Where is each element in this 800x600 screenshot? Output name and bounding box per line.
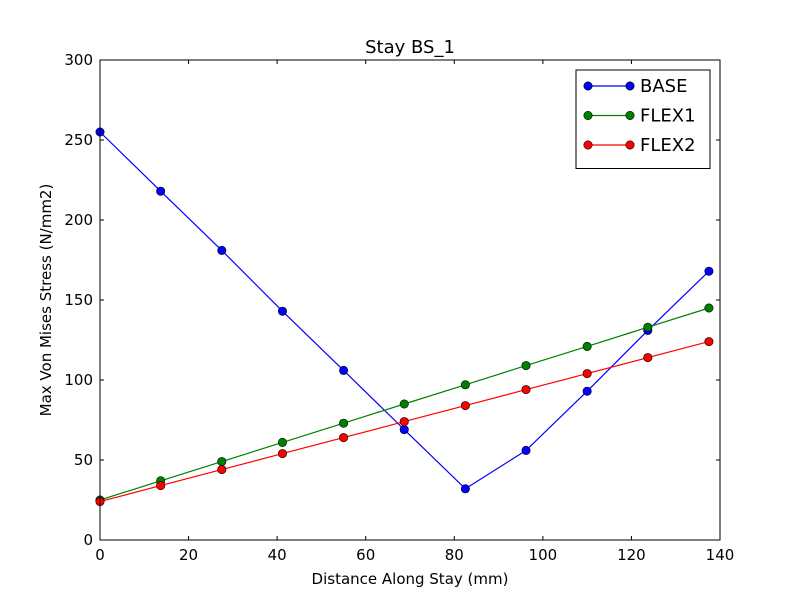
y-tick-label: 300 <box>64 51 93 69</box>
data-point-base <box>277 306 287 316</box>
data-point-flex1 <box>460 380 470 390</box>
data-point-flex1 <box>582 341 592 351</box>
data-point-flex1 <box>339 418 349 428</box>
x-tick-label: 80 <box>445 546 464 564</box>
data-point-flex2 <box>399 417 409 427</box>
x-tick-label: 120 <box>617 546 646 564</box>
legend-marker-base <box>625 81 635 91</box>
data-point-flex1 <box>521 361 531 371</box>
data-point-flex1 <box>277 437 287 447</box>
data-point-flex2 <box>277 449 287 459</box>
data-point-base <box>460 484 470 494</box>
x-tick-label: 60 <box>356 546 375 564</box>
data-point-flex2 <box>643 353 653 363</box>
data-point-flex2 <box>521 385 531 395</box>
axis-ticks: 0 20 40 60 80 100 120 140 0 50 100 150 200 250 300 <box>64 51 734 564</box>
data-point-base <box>217 245 227 255</box>
legend-marker-flex1 <box>583 111 593 121</box>
data-point-base <box>156 186 166 196</box>
x-tick-label: 20 <box>179 546 198 564</box>
legend-marker-flex2 <box>583 140 593 150</box>
data-point-flex2 <box>339 433 349 443</box>
data-point-flex2 <box>460 401 470 411</box>
x-axis-label: Distance Along Stay (mm) <box>312 570 509 588</box>
data-point-flex2 <box>217 465 227 475</box>
legend-label-flex2: FLEX2 <box>640 135 696 156</box>
x-tick-label: 140 <box>706 546 735 564</box>
legend: BASE FLEX1 FLEX2 <box>575 69 711 169</box>
legend-marker-flex1 <box>625 111 635 121</box>
legend-marker-flex2 <box>625 140 635 150</box>
y-tick-label: 0 <box>83 531 93 549</box>
data-point-base <box>704 266 714 276</box>
y-tick-label: 50 <box>74 451 93 469</box>
chart-title: Stay BS_1 <box>365 37 455 58</box>
data-point-flex1 <box>704 303 714 313</box>
legend-label-base: BASE <box>640 76 687 97</box>
data-point-flex1 <box>217 457 227 467</box>
x-tick-label: 0 <box>95 546 105 564</box>
data-point-flex2 <box>582 369 592 379</box>
data-point-flex2 <box>156 481 166 491</box>
series-base <box>95 127 714 494</box>
y-tick-label: 100 <box>64 371 93 389</box>
data-point-flex1 <box>399 399 409 409</box>
plot-area <box>95 127 714 507</box>
y-axis-label: Max Von Mises Stress (N/mm2) <box>37 184 55 417</box>
data-point-base <box>339 365 349 375</box>
y-tick-label: 200 <box>64 211 93 229</box>
data-point-base <box>521 445 531 455</box>
data-point-base <box>399 425 409 435</box>
data-point-base <box>582 386 592 396</box>
x-tick-label: 40 <box>268 546 287 564</box>
y-tick-label: 150 <box>64 291 93 309</box>
legend-label-flex1: FLEX1 <box>640 106 696 127</box>
x-tick-label: 100 <box>529 546 558 564</box>
data-point-flex2 <box>704 337 714 347</box>
legend-marker-base <box>583 81 593 91</box>
y-tick-label: 250 <box>64 131 93 149</box>
data-point-flex1 <box>643 322 653 332</box>
